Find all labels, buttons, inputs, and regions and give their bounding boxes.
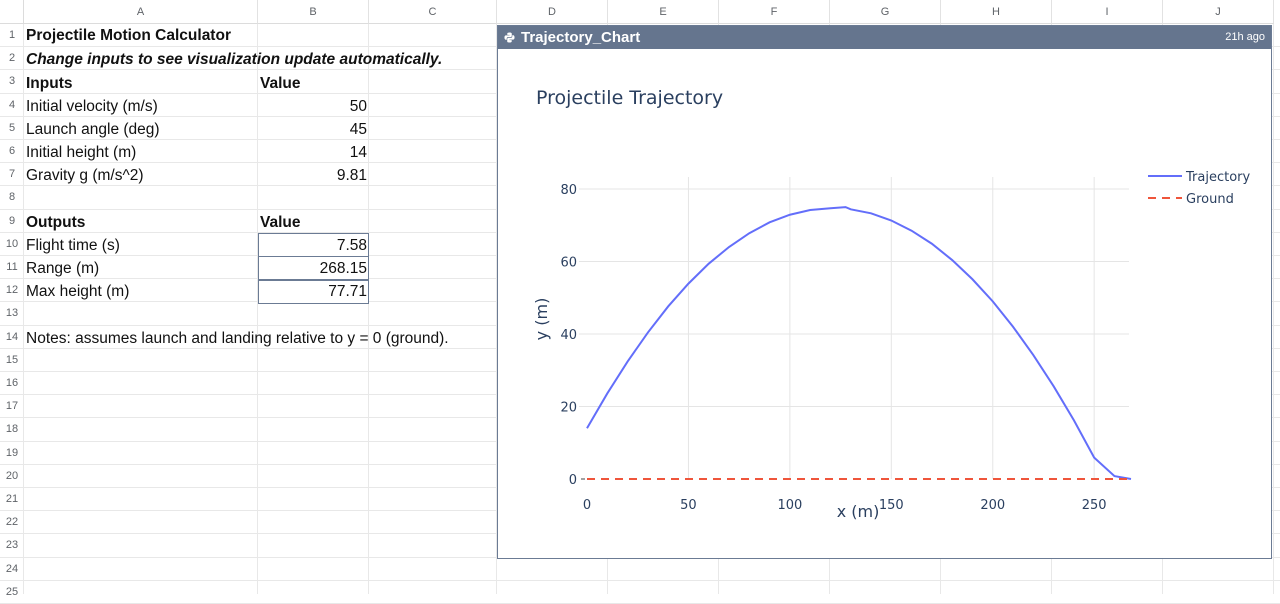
output-value-max-height[interactable]: 77.71 — [328, 283, 367, 300]
x-tick-label: 50 — [680, 498, 697, 513]
grid-column-line — [257, 24, 258, 594]
chart-panel-titlebar[interactable]: Trajectory_Chart 21h ago — [498, 26, 1271, 49]
python-icon — [504, 32, 515, 43]
inputs-header[interactable]: Inputs — [26, 75, 73, 92]
x-tick-label: 150 — [879, 498, 904, 513]
column-header-c[interactable]: C — [369, 0, 497, 24]
row-header-14[interactable]: 14 — [0, 326, 24, 349]
input-value-height[interactable]: 14 — [349, 144, 367, 161]
row-header-24[interactable]: 24 — [0, 558, 24, 581]
x-tick-label: 0 — [583, 498, 591, 513]
series-line-trajectory — [586, 206, 1132, 480]
input-label-velocity[interactable]: Initial velocity (m/s) — [26, 98, 158, 115]
column-header-d[interactable]: D — [497, 0, 608, 24]
row-header-3[interactable]: 3 — [0, 70, 24, 94]
y-axis-label: y (m) — [532, 298, 551, 341]
row-header-22[interactable]: 22 — [0, 511, 24, 535]
outputs-value-header[interactable]: Value — [260, 214, 301, 231]
row-header-6[interactable]: 6 — [0, 140, 24, 164]
row-header-1[interactable]: 1 — [0, 24, 24, 48]
y-tick-label: 0 — [569, 473, 577, 488]
row-header-7[interactable]: 7 — [0, 163, 24, 187]
y-tick-label: 40 — [560, 328, 577, 343]
x-tick-label: 100 — [777, 498, 802, 513]
chart-title: Projectile Trajectory — [536, 87, 723, 109]
grid-column-line — [23, 24, 24, 594]
legend-label-trajectory: Trajectory — [1185, 170, 1250, 185]
column-header-f[interactable]: F — [719, 0, 830, 24]
input-label-gravity[interactable]: Gravity g (m/s^2) — [26, 167, 144, 184]
row-header-8[interactable]: 8 — [0, 186, 24, 210]
column-header-b[interactable]: B — [258, 0, 369, 24]
x-axis-label: x (m) — [837, 502, 880, 521]
chart-panel[interactable]: Trajectory_Chart 21h ago Projectile Traj… — [497, 25, 1272, 559]
output-label-max-height[interactable]: Max height (m) — [26, 283, 130, 300]
input-value-velocity[interactable]: 50 — [349, 98, 367, 115]
row-header-4[interactable]: 4 — [0, 94, 24, 117]
x-tick-label: 250 — [1082, 498, 1107, 513]
outputs-header[interactable]: Outputs — [26, 214, 86, 231]
y-tick-label: 20 — [560, 401, 577, 416]
row-header-11[interactable]: 11 — [0, 256, 24, 280]
chart-panel-age: 21h ago — [1225, 31, 1265, 43]
legend-label-ground: Ground — [1186, 192, 1234, 207]
row-header-10[interactable]: 10 — [0, 233, 24, 256]
sheet-title[interactable]: Projectile Motion Calculator — [26, 27, 231, 44]
column-header-h[interactable]: H — [941, 0, 1052, 24]
output-value-range[interactable]: 268.15 — [319, 260, 367, 277]
output-value-flight-time[interactable]: 7.58 — [336, 237, 367, 254]
grid-column-line — [1273, 24, 1274, 594]
input-value-gravity[interactable]: 9.81 — [336, 167, 367, 184]
column-header-a[interactable]: A — [24, 0, 258, 24]
trajectory-chart[interactable]: Projectile Trajectory 0 50 100 150 200 250 0 20… — [498, 49, 1271, 558]
row-header-9[interactable]: 9 — [0, 210, 24, 233]
column-header-e[interactable]: E — [608, 0, 719, 24]
output-label-range[interactable]: Range (m) — [26, 260, 100, 277]
x-tick-label: 200 — [980, 498, 1005, 513]
output-label-flight-time[interactable]: Flight time (s) — [26, 237, 120, 254]
inputs-value-header[interactable]: Value — [260, 75, 301, 92]
input-value-angle[interactable]: 45 — [349, 121, 367, 138]
input-label-angle[interactable]: Launch angle (deg) — [26, 121, 160, 138]
output-box-max-height — [258, 280, 369, 304]
row-header-16[interactable]: 16 — [0, 372, 24, 396]
row-header-12[interactable]: 12 — [0, 279, 24, 303]
y-tick-label: 80 — [560, 183, 577, 198]
row-header-19[interactable]: 19 — [0, 442, 24, 465]
row-header-5[interactable]: 5 — [0, 117, 24, 140]
y-tick-label: 60 — [560, 256, 577, 271]
output-box-flight-time — [258, 233, 369, 257]
column-header-i[interactable]: I — [1052, 0, 1163, 24]
input-label-height[interactable]: Initial height (m) — [26, 144, 137, 161]
row-header-23[interactable]: 23 — [0, 534, 24, 558]
output-box-range — [258, 256, 369, 280]
sheet-subtitle[interactable]: Change inputs to see visualization updat… — [26, 51, 443, 68]
grid-column-line — [496, 24, 497, 594]
grid-row-line — [24, 579, 1280, 581]
chart-panel-title: Trajectory_Chart — [521, 29, 641, 46]
grid-column-line — [368, 24, 369, 594]
column-header-g[interactable]: G — [830, 0, 941, 24]
column-header-j[interactable]: J — [1163, 0, 1274, 24]
row-header-15[interactable]: 15 — [0, 349, 24, 372]
row-header-13[interactable]: 13 — [0, 302, 24, 326]
row-header-17[interactable]: 17 — [0, 395, 24, 419]
row-header-18[interactable]: 18 — [0, 418, 24, 442]
row-header-2[interactable]: 2 — [0, 47, 24, 71]
notes-cell[interactable]: Notes: assumes launch and landing relati… — [26, 330, 449, 347]
row-header-21[interactable]: 21 — [0, 488, 24, 512]
sheet-corner[interactable] — [0, 0, 24, 24]
row-header-25[interactable]: 25 — [0, 581, 24, 604]
row-header-20[interactable]: 20 — [0, 465, 24, 488]
